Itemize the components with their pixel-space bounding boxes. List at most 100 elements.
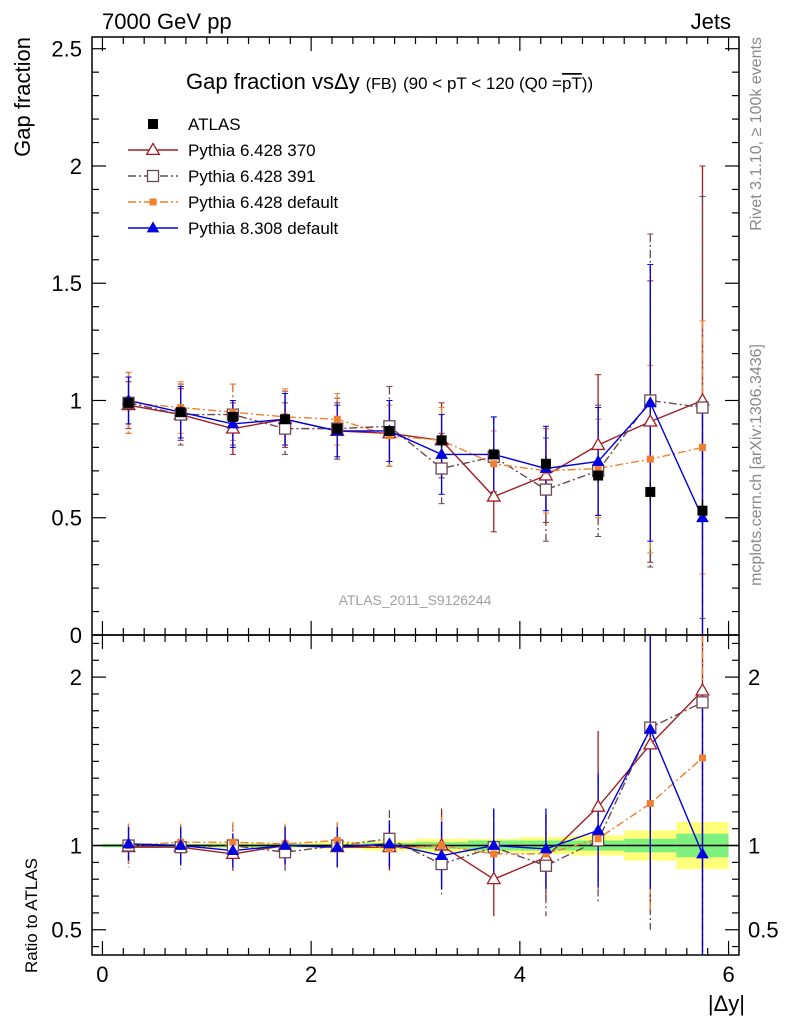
- main-data-point: [488, 449, 499, 460]
- ratio-data-point: [698, 754, 706, 762]
- legend-marker: [148, 119, 158, 129]
- main-data-point: [333, 415, 341, 423]
- main-y-axis-label: Gap fraction: [10, 37, 35, 157]
- main-y-tick-label: 0: [70, 623, 82, 648]
- axis-tick-labels: 0 2 4 6 0 0.5 1 1.5 2 2.5 0.5 0.5 1 1 2 2: [51, 37, 778, 987]
- main-y-tick-label: 2: [70, 154, 82, 179]
- legend-label: Pythia 6.428 370: [188, 141, 316, 160]
- ratio-data-point: [330, 840, 344, 852]
- legend-marker: [145, 142, 161, 156]
- main-data-point: [490, 460, 498, 468]
- main-data-point: [332, 423, 343, 434]
- ratio-series-line: [128, 701, 703, 867]
- rivet-version-label: Rivet 3.1.10, ≥ 100k events: [748, 37, 765, 231]
- main-data-point: [486, 488, 502, 502]
- title-range: (90 < pT < 120 (Q0 =: [403, 74, 562, 93]
- data-markers: [121, 392, 710, 885]
- ratio-data-point: [122, 837, 135, 849]
- ratio-series-line: [128, 757, 703, 855]
- main-data-point: [591, 454, 605, 466]
- ratio-data-point: [385, 845, 393, 853]
- ratio-data-point: [695, 682, 710, 696]
- ratio-data-point: [490, 850, 498, 858]
- legend-label: Pythia 6.428 default: [188, 193, 339, 212]
- ratio-data-point: [643, 722, 657, 734]
- legend-label: Pythia 8.308 default: [188, 219, 339, 238]
- ratio-data-point: [591, 823, 605, 835]
- main-data-point: [643, 396, 657, 408]
- ratio-data-point: [646, 799, 654, 807]
- ratio-y-tick-label-right: 2: [748, 665, 760, 690]
- main-data-point: [227, 411, 238, 422]
- legend-marker: [146, 221, 160, 233]
- ratio-data-point: [594, 835, 602, 843]
- ratio-y-tick-label-left: 2: [70, 665, 82, 690]
- main-data-point: [646, 455, 654, 463]
- ratio-data-point: [174, 838, 188, 850]
- ratio-data-point: [226, 843, 240, 855]
- x-tick-label: 0: [96, 962, 108, 987]
- ratio-data-point: [590, 798, 606, 812]
- main-data-point: [435, 462, 448, 475]
- main-data-point: [540, 458, 551, 469]
- ratio-data-point: [487, 838, 501, 850]
- main-data-point: [436, 435, 447, 446]
- ratio-data-point: [539, 842, 553, 854]
- main-data-point: [698, 443, 706, 451]
- main-series-line: [128, 399, 703, 491]
- main-data-point: [384, 425, 395, 436]
- legend-marker: [146, 169, 160, 183]
- title-close: )): [582, 74, 593, 93]
- legend-label: Pythia 6.428 391: [188, 167, 316, 186]
- title-pt: pT: [562, 74, 582, 93]
- main-data-point: [696, 401, 709, 414]
- ratio-data-point: [542, 850, 550, 858]
- main-data-point: [539, 483, 553, 496]
- legend-label: ATLAS: [188, 115, 241, 134]
- axis-ticks: [92, 37, 739, 955]
- energy-label: 7000 GeV pp: [102, 9, 232, 34]
- category-label: Jets: [691, 9, 731, 34]
- main-data-point: [645, 486, 656, 497]
- main-y-tick-label: 1.5: [51, 271, 82, 296]
- series-lines: [128, 399, 704, 880]
- x-tick-label: 6: [722, 962, 734, 987]
- ratio-data-point: [486, 871, 502, 885]
- main-data-point: [278, 422, 292, 435]
- main-series-line: [128, 399, 704, 519]
- main-y-tick-label: 0.5: [51, 506, 82, 531]
- ratio-y-tick-label-left: 0.5: [51, 918, 82, 943]
- main-data-point: [642, 413, 658, 427]
- legend-marker: [149, 198, 157, 206]
- ratio-series-line: [128, 690, 703, 880]
- ratio-data-point: [642, 736, 658, 750]
- main-data-point: [593, 470, 604, 481]
- legend: ATLAS Pythia 6.428 370 Pythia 6.428 391 Pyt…: [128, 115, 339, 238]
- mcplots-reference-label: mcplots.cern.ch [arXiv:1306.3436]: [748, 344, 765, 586]
- ratio-data-point: [435, 857, 448, 871]
- ratio-data-point: [383, 837, 396, 849]
- main-data-point: [590, 437, 606, 451]
- main-data-point: [226, 417, 240, 429]
- main-data-point: [435, 447, 448, 459]
- main-y-tick-label: 1: [70, 388, 82, 413]
- title-delta: Δy: [334, 69, 360, 94]
- main-data-point: [175, 407, 186, 418]
- ratio-y-tick-label-left: 1: [70, 834, 82, 859]
- ratio-data-point: [539, 859, 553, 872]
- main-data-point: [538, 467, 554, 481]
- ratio-data-point: [696, 696, 709, 709]
- title-main: Gap fraction vs: [186, 69, 334, 94]
- main-series-line: [128, 399, 703, 498]
- main-data-point: [594, 464, 602, 472]
- ratio-series-line: [128, 727, 704, 857]
- ratio-y-tick-label-right: 0.5: [748, 918, 779, 943]
- ratio-data-point: [229, 838, 237, 846]
- main-data-point: [697, 505, 708, 516]
- title-fb: (FB): [366, 76, 397, 93]
- analysis-watermark: ATLAS_2011_S9126244: [339, 592, 492, 608]
- ratio-data-point: [435, 849, 448, 861]
- plot-title: Gap fraction vsΔy (FB) (90 < pT < 120 (Q…: [186, 69, 593, 94]
- main-data-point: [123, 397, 134, 408]
